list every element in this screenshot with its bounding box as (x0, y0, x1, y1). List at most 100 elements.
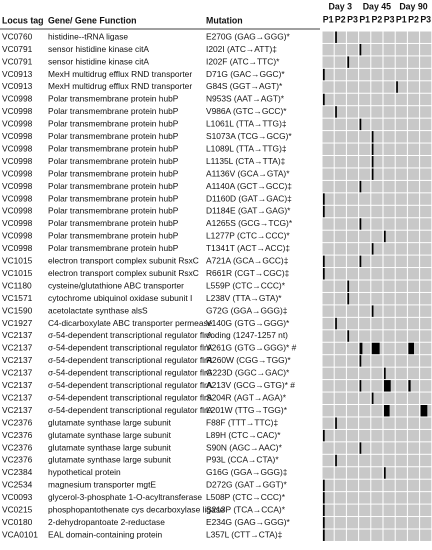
cell (346, 454, 359, 467)
cell (407, 504, 420, 517)
cell (395, 81, 407, 93)
cell (322, 392, 334, 404)
cell (371, 93, 383, 106)
cell (395, 330, 407, 342)
cell (322, 118, 334, 131)
gene-function: sensor histidine kinase citA (48, 56, 149, 66)
locus-tag: VC2137 (2, 392, 33, 402)
frequency-bar (335, 31, 337, 43)
mutation: D71G (GAC→GGC)* (206, 69, 285, 79)
cell (395, 143, 407, 155)
cell (395, 255, 407, 268)
gene-function: glutamate synthase large subunit (48, 430, 172, 440)
frequency-bar (371, 168, 374, 180)
frequency-bar (384, 230, 386, 243)
locus-tag: VC1015 (2, 268, 33, 278)
mutation: A213V (GCG→GTG)* # (206, 380, 295, 390)
cell (383, 230, 395, 243)
cell (334, 180, 346, 193)
cell (407, 106, 420, 118)
cell (359, 429, 371, 442)
cell (346, 429, 359, 442)
cell (346, 504, 359, 517)
mutation: V986A (GTC→GCC)* (206, 106, 287, 116)
cell (420, 355, 432, 367)
cell (395, 131, 407, 143)
cell (371, 392, 383, 404)
cell (420, 268, 432, 280)
cell (371, 268, 383, 280)
frequency-bar (359, 442, 362, 454)
cell (383, 81, 395, 93)
cell (346, 131, 359, 143)
cell (383, 392, 395, 404)
cell (334, 392, 346, 404)
frequency-bar (347, 56, 350, 68)
mutation: F88F (TTT→TTC)‡ (206, 417, 278, 427)
cell (420, 68, 432, 81)
cell (359, 305, 371, 317)
frequency-bar (347, 330, 350, 342)
cell (359, 292, 371, 305)
day-header: Day 45 (363, 1, 391, 11)
mutation: G72G (GGA→GGG)‡ (206, 305, 288, 315)
cell (322, 442, 334, 454)
gene-function: Polar transmembrane protein hubP (48, 143, 179, 153)
mutation: N953S (AAT→AGT)* (206, 94, 285, 104)
mutation: G223D (GGC→GAC)* (206, 368, 290, 378)
cell (420, 529, 432, 541)
passage-header: P2 (408, 14, 419, 24)
gene-function: C4-dicarboxylate ABC transporter permeas… (48, 318, 213, 328)
locus-tag: VC0998 (2, 206, 33, 216)
cell (383, 342, 395, 355)
frequency-bar (323, 517, 325, 529)
frequency-bar (359, 255, 362, 268)
cell (322, 156, 334, 168)
gene-function: Polar transmembrane protein hubP (48, 131, 179, 141)
cell (322, 417, 334, 429)
cell (322, 429, 334, 442)
cell (407, 131, 420, 143)
cell (371, 230, 383, 243)
cell (407, 467, 420, 479)
cell (322, 317, 334, 330)
gene-function: cytochrome ubiquinol oxidase subunit I (48, 293, 192, 303)
cell (334, 31, 346, 43)
locus-tag: VC2534 (2, 480, 33, 490)
mutation: I202I (ATC→ATT)‡ (206, 44, 277, 54)
cell (420, 230, 432, 243)
cell (420, 467, 432, 479)
gene-function: Polar transmembrane protein hubP (48, 119, 179, 129)
cell (322, 342, 334, 355)
cell (322, 405, 334, 417)
cell (322, 143, 334, 155)
gene-function: Polar transmembrane protein hubP (48, 231, 179, 241)
cell (334, 118, 346, 131)
cell (359, 81, 371, 93)
cell (383, 479, 395, 492)
mutation: L357L (CTT→CTA)‡ (206, 529, 283, 539)
locus-tag: VC0998 (2, 168, 33, 178)
locus-tag: VC0215 (2, 505, 33, 515)
cell (371, 131, 383, 143)
cell (346, 380, 359, 392)
frequency-bar (408, 342, 414, 355)
passage-header: P1 (359, 14, 370, 24)
cell (420, 205, 432, 218)
cell (407, 93, 420, 106)
cell (383, 504, 395, 517)
cell (407, 168, 420, 180)
cell (359, 218, 371, 230)
locus-tag: VC0998 (2, 243, 33, 253)
cell (407, 417, 420, 429)
cell (420, 517, 432, 529)
cell (407, 243, 420, 255)
locus-tag: VC2376 (2, 430, 33, 440)
cell (395, 442, 407, 454)
cell (322, 479, 334, 492)
day-header: Day 3 (329, 1, 353, 11)
cell (407, 392, 420, 404)
frequency-bar (347, 292, 350, 305)
cell (420, 93, 432, 106)
